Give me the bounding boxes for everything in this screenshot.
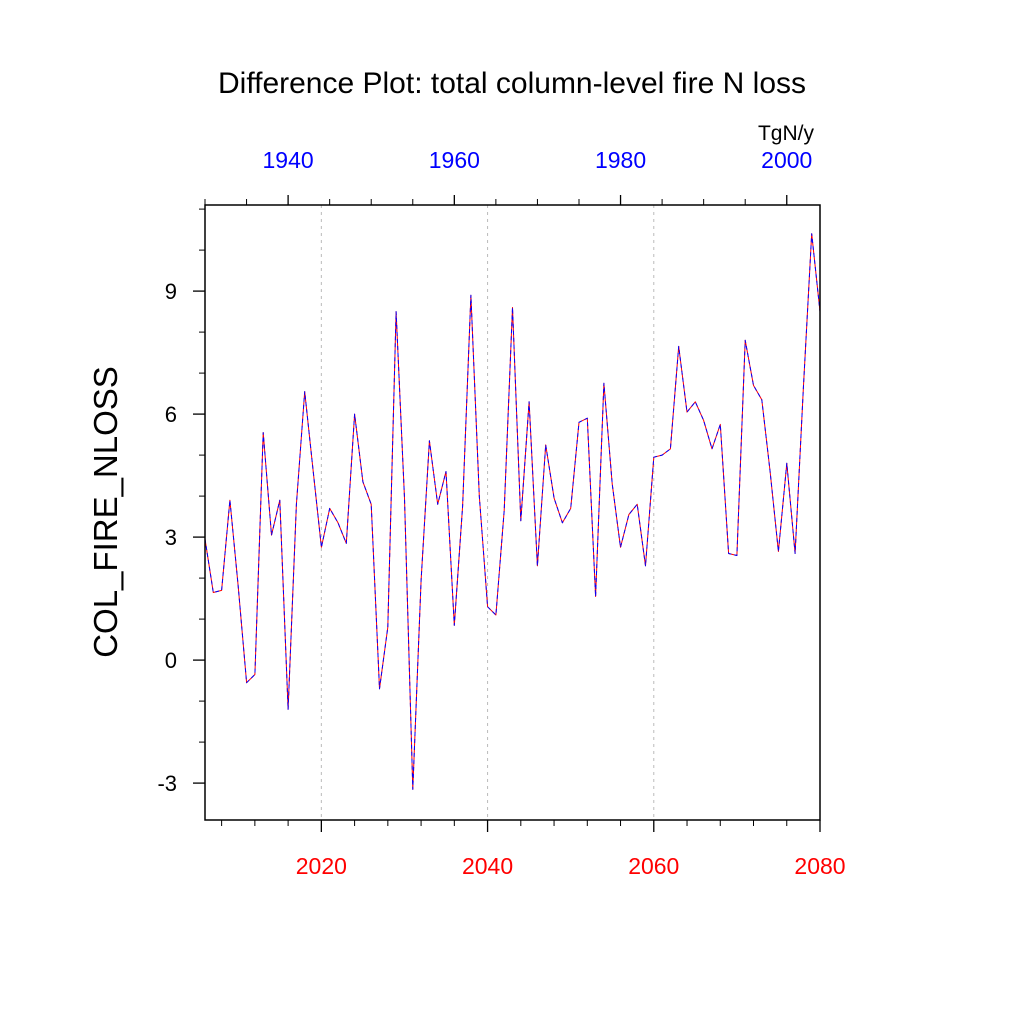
y-tick-label: 6 xyxy=(165,402,177,427)
x-axis-bottom: 2020 2040 2060 2080 xyxy=(221,820,846,879)
chart-title: Difference Plot: total column-level fire… xyxy=(218,67,806,100)
y-tick-label: -3 xyxy=(157,771,177,796)
x-top-tick-label: 1980 xyxy=(595,147,646,173)
x-bottom-tick-label: 2060 xyxy=(628,853,679,879)
grid-lines xyxy=(320,205,655,820)
x-top-tick-label: 2000 xyxy=(761,147,812,173)
series-group xyxy=(204,233,821,790)
y-tick-label: 3 xyxy=(165,525,177,550)
plot-frame xyxy=(204,204,821,821)
x-bottom-tick-label: 2040 xyxy=(462,853,513,879)
x-axis-top: 1940 1960 1980 2000 xyxy=(204,147,812,205)
series-line-blue xyxy=(204,233,821,790)
x-bottom-tick-label: 2080 xyxy=(794,853,845,879)
y-tick-label: 9 xyxy=(165,279,177,304)
y-tick-label: 0 xyxy=(165,648,177,673)
y-axis: -3 0 3 6 9 xyxy=(157,208,205,796)
x-top-tick-label: 1940 xyxy=(263,147,314,173)
x-bottom-tick-label: 2020 xyxy=(296,853,347,879)
y-axis-label: COL_FIRE_NLOSS xyxy=(87,366,124,658)
x-top-tick-label: 1960 xyxy=(429,147,480,173)
units-label: TgN/y xyxy=(758,122,815,145)
